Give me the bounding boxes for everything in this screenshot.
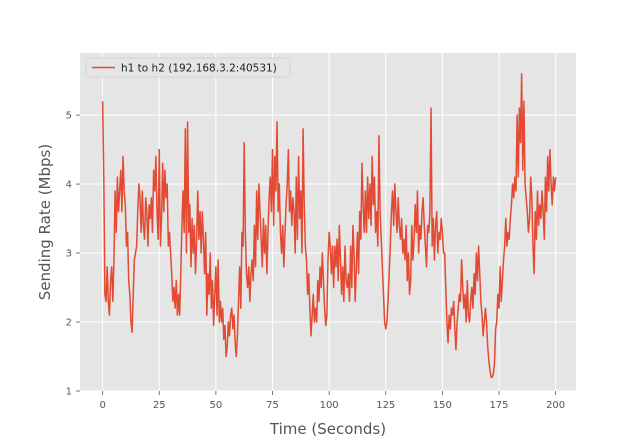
series-layer: [101, 72, 557, 378]
x-tick-label: 0: [99, 400, 105, 411]
y-axis-ticks: 1 2 3 4 5: [66, 111, 80, 398]
x-tick-label: 100: [320, 400, 339, 411]
x-axis-ticks: 0 25 50 75 100 125 150 175 200: [99, 391, 565, 411]
plot-area-background: [80, 53, 576, 391]
legend-label: h1 to h2 (192.168.3.2:40531): [121, 63, 277, 75]
legend-box: [85, 57, 291, 78]
y-tick-label: 5: [66, 111, 72, 122]
x-tick-label: 125: [376, 400, 395, 411]
x-tick-label: 50: [210, 400, 223, 411]
x-tick-label: 175: [489, 400, 508, 411]
grid-lines: [80, 53, 576, 392]
y-axis-label: Sending Rate (Mbps): [36, 144, 54, 300]
x-tick-label: 25: [153, 400, 166, 411]
x-tick-label: 150: [433, 400, 452, 411]
y-tick-label: 3: [66, 249, 72, 260]
y-tick-label: 1: [66, 387, 72, 398]
legend: h1 to h2 (192.168.3.2:40531): [85, 57, 291, 78]
y-tick-label: 4: [66, 180, 72, 191]
y-tick-label: 2: [66, 318, 72, 329]
series-line: [101, 72, 557, 378]
x-axis-label: Time (Seconds): [269, 420, 386, 438]
x-tick-label: 200: [546, 400, 565, 411]
x-tick-label: 75: [266, 400, 279, 411]
